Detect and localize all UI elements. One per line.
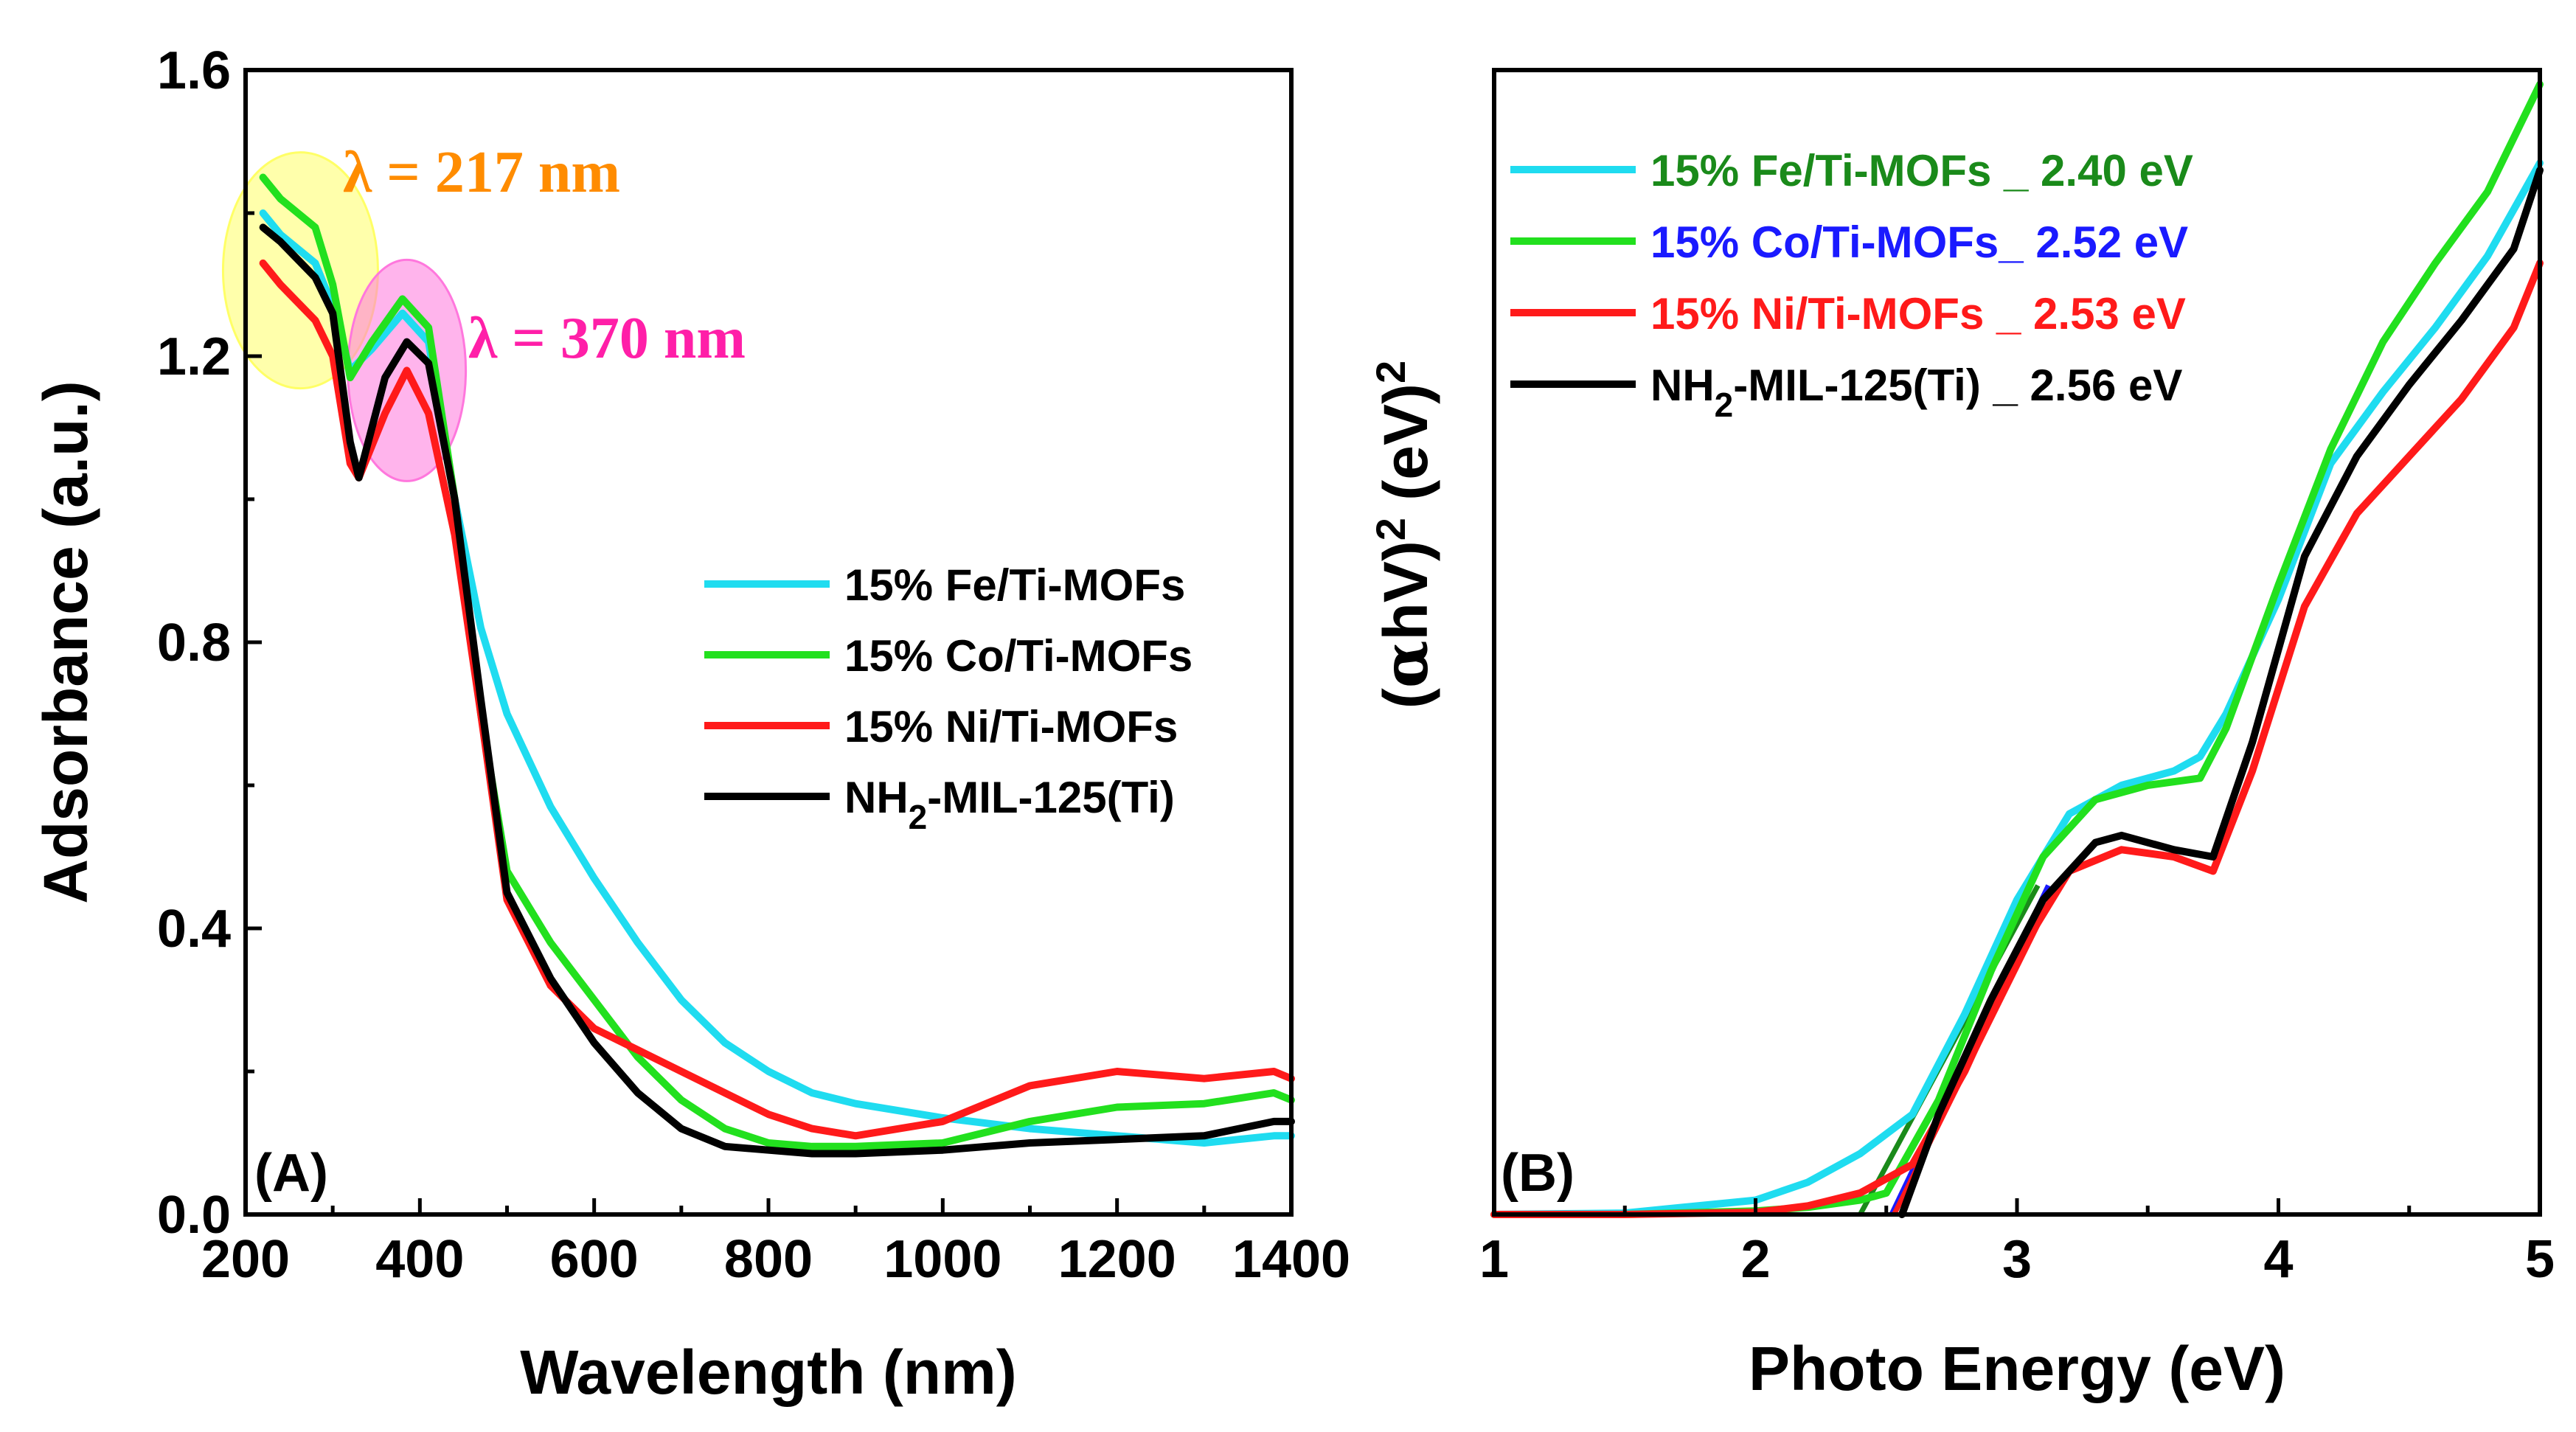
panel-b-legend: 15% Fe/Ti-MOFs _ 2.40 eV 15% Co/Ti-MOFs_ … xyxy=(1510,146,2193,424)
panel-a-label: (A) xyxy=(254,1144,328,1203)
series-line-15-co-ti-mofs xyxy=(259,173,1295,1150)
y-tick-label: 0.8 xyxy=(157,614,231,672)
y-tick-label: 0.0 xyxy=(157,1186,231,1245)
panel-b-label: (B) xyxy=(1501,1144,1575,1203)
panel-a-legend: 15% Fe/Ti-MOFs 15% Co/Ti-MOFs 15% Ni/Ti-MO… xyxy=(704,560,1192,836)
x-tick-label: 200 xyxy=(201,1230,290,1289)
x-tick-label: 5 xyxy=(2525,1230,2555,1289)
panel-b-series xyxy=(1490,80,2544,1218)
panel-b: 1 2 3 4 5 15% Fe/Ti-MOFs _ 2.40 eV 15% Co/Ti-… xyxy=(1367,68,2555,1403)
legend-label-15-ni-ti-mofs: 15% Ni/Ti-MOFs _ 2.53 eV xyxy=(1650,289,2186,338)
panel-b-fit-lines xyxy=(1858,884,2051,1216)
legend-label-15-fe-ti-mofs: 15% Fe/Ti-MOFs _ 2.40 eV xyxy=(1650,146,2193,195)
x-tick-label: 1400 xyxy=(1232,1230,1350,1289)
tauc-series-line-15-fe-ti-mofs xyxy=(1490,159,2544,1218)
y-tick-label: 0.4 xyxy=(157,900,231,959)
legend-label-nh2-mil-125-ti: NH2-MIL-125(Ti) xyxy=(844,773,1175,836)
x-tick-label: 600 xyxy=(550,1230,639,1289)
legend-label-15-co-ti-mofs: 15% Co/Ti-MOFs_ 2.52 eV xyxy=(1650,218,2188,267)
x-tick-label: 1200 xyxy=(1058,1230,1176,1289)
panel-a: 200 400 600 800 1000 1200 14000.00.40.81.21.6 … xyxy=(31,41,1350,1407)
x-tick-label: 800 xyxy=(724,1230,813,1289)
x-tick-label: 400 xyxy=(375,1230,464,1289)
annotation-wavelength-2: λ = 370 nm xyxy=(468,306,746,371)
series-line-nh2-mil-125-ti xyxy=(259,223,1295,1158)
x-tick-label: 1 xyxy=(1479,1230,1509,1289)
tauc-series-line-15-ni-ti-mofs xyxy=(1490,259,2544,1218)
panel-a-annotations: λ = 217 nm λ = 370 nm xyxy=(343,140,746,371)
y-tick-label: 1.2 xyxy=(157,327,231,386)
legend-label-nh2-mil-125-ti: NH2-MIL-125(Ti) _ 2.56 eV xyxy=(1650,361,2182,424)
y-tick-label: 1.6 xyxy=(157,41,231,100)
x-tick-label: 4 xyxy=(2263,1230,2293,1289)
tauc-series-line-nh2-mil-125-ti xyxy=(1898,166,2544,1218)
panel-a-x-axis-title: Wavelength (nm) xyxy=(520,1338,1017,1407)
series-line-15-ni-ti-mofs xyxy=(259,259,1295,1140)
annotation-wavelength-1: λ = 217 nm xyxy=(343,140,620,205)
panel-b-y-axis-title: (αhV)2 (eV)2 xyxy=(1367,361,1442,709)
panel-b-ticks: 1 2 3 4 5 xyxy=(1479,1198,2555,1289)
legend-label-15-co-ti-mofs: 15% Co/Ti-MOFs xyxy=(844,631,1192,681)
panel-b-x-axis-title: Photo Energy (eV) xyxy=(1749,1334,2285,1403)
x-tick-label: 1000 xyxy=(883,1230,1001,1289)
legend-label-15-ni-ti-mofs: 15% Ni/Ti-MOFs xyxy=(844,702,1178,751)
x-tick-label: 2 xyxy=(1740,1230,1770,1289)
legend-label-15-fe-ti-mofs: 15% Fe/Ti-MOFs xyxy=(844,560,1185,610)
x-tick-label: 3 xyxy=(2002,1230,2032,1289)
panel-a-ticks: 200 400 600 800 1000 1200 1400 0.0 0.4 0.8 1.2 1.6 xyxy=(157,41,1350,1289)
panel-a-y-axis-title: Adsorbance (a.u.) xyxy=(31,380,100,903)
panel-a-series xyxy=(259,173,1295,1158)
